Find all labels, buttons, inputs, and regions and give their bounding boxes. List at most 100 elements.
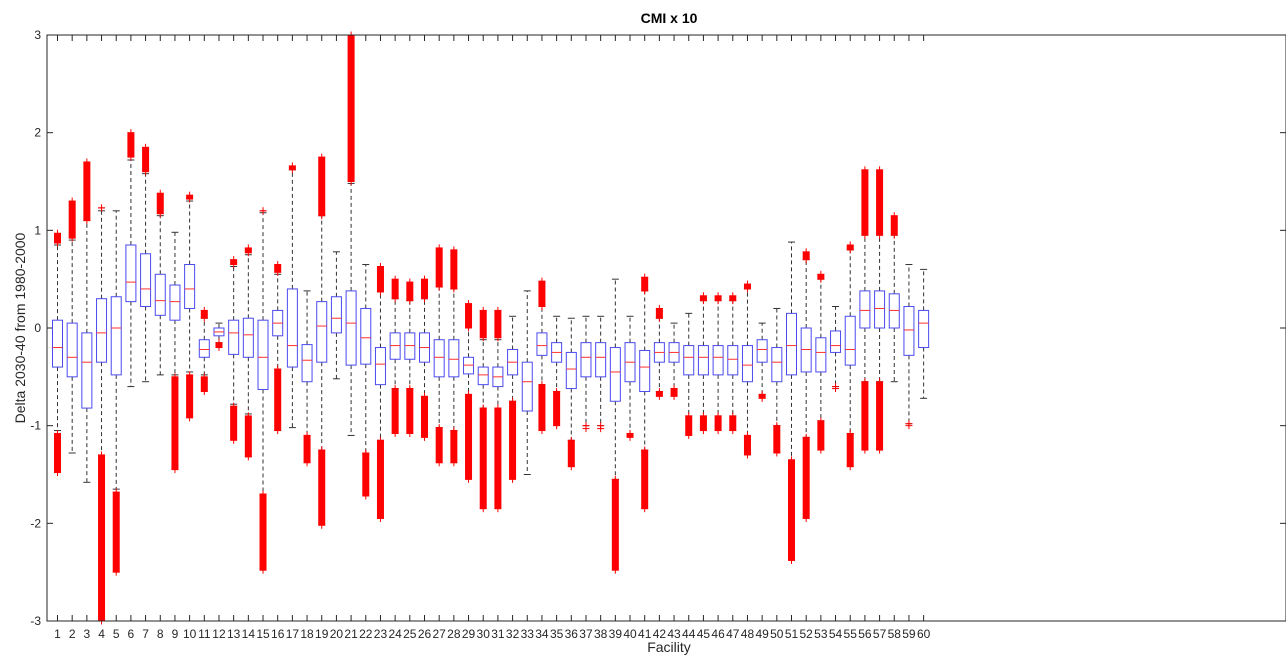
x-tick-label: 8: [157, 627, 164, 641]
box-42: [654, 305, 664, 400]
x-tick-label: 47: [726, 627, 740, 641]
iqr-box: [331, 297, 341, 333]
outliers-low: [113, 492, 120, 572]
iqr-box: [816, 338, 826, 372]
outliers-low: [421, 396, 428, 437]
box-44: [684, 313, 694, 439]
x-tick-label: 23: [374, 627, 388, 641]
box-18: [302, 291, 312, 466]
outliers-low: [876, 382, 883, 450]
iqr-box: [258, 320, 268, 389]
outliers-low: [377, 440, 384, 518]
x-tick-label: 50: [770, 627, 784, 641]
box-41: [640, 274, 650, 512]
x-tick-label: 40: [623, 627, 637, 641]
x-tick-label: 44: [682, 627, 696, 641]
box-60: [919, 269, 929, 398]
x-tick-label: 31: [491, 627, 505, 641]
outliers-low: [362, 453, 369, 496]
outliers-low: [260, 494, 267, 570]
x-tick-label: 46: [711, 627, 725, 641]
x-tick-label: 7: [142, 627, 149, 641]
box-45: [698, 292, 708, 434]
box-50: [772, 308, 782, 456]
iqr-box: [185, 265, 195, 309]
x-tick-label: 3: [84, 627, 91, 641]
iqr-box: [111, 297, 121, 375]
box-16: [273, 261, 283, 434]
box-8: [155, 190, 165, 375]
plot-frame: [47, 35, 1286, 621]
x-tick-label: 53: [814, 627, 828, 641]
x-tick-label: 34: [535, 627, 549, 641]
x-tick-label: 21: [344, 627, 358, 641]
box-12: [214, 323, 224, 351]
outliers-low: [568, 440, 575, 466]
outliers-low: [171, 377, 178, 470]
x-tick-label: 49: [755, 627, 769, 641]
outliers-low: [538, 385, 545, 431]
x-tick-label: 20: [330, 627, 344, 641]
iqr-box: [478, 367, 488, 385]
box-33: [522, 291, 532, 475]
outliers-low: [186, 375, 193, 418]
x-tick-label: 59: [902, 627, 916, 641]
x-tick-label: 37: [579, 627, 593, 641]
box-3: [82, 158, 92, 482]
x-tick-label: 56: [858, 627, 872, 641]
iqr-box: [170, 285, 180, 320]
box-48: [742, 281, 752, 459]
x-tick-label: 33: [521, 627, 535, 641]
x-tick-label: 5: [113, 627, 120, 641]
box-series: [53, 32, 929, 625]
iqr-box: [713, 346, 723, 375]
x-tick-label: 26: [418, 627, 432, 641]
y-tick-label: 3: [34, 28, 41, 42]
iqr-box: [346, 291, 356, 365]
outliers-high: [480, 310, 487, 337]
iqr-box: [53, 320, 63, 367]
box-52: [801, 248, 811, 522]
iqr-box: [67, 323, 77, 377]
box-47: [728, 292, 738, 434]
outliers-low: [847, 433, 854, 466]
box-38: [596, 316, 606, 432]
box-26: [420, 276, 430, 441]
iqr-box: [904, 307, 914, 356]
x-tick-label: 39: [609, 627, 623, 641]
box-54: [831, 307, 841, 393]
x-tick-label: 11: [198, 627, 211, 641]
x-tick-label: 15: [256, 627, 270, 641]
iqr-box: [82, 333, 92, 408]
x-tick-label: 43: [667, 627, 681, 641]
iqr-box: [640, 350, 650, 391]
x-tick-label: 6: [128, 627, 135, 641]
iqr-box: [302, 345, 312, 382]
box-36: [566, 318, 576, 470]
x-tick-label: 2: [69, 627, 76, 641]
iqr-box: [684, 346, 694, 375]
x-tick-label: 35: [550, 627, 564, 641]
box-1: [53, 230, 63, 476]
box-32: [508, 316, 518, 483]
box-6: [126, 129, 136, 386]
outliers-high: [450, 250, 457, 289]
box-27: [434, 244, 444, 466]
x-tick-label: 9: [172, 627, 179, 641]
outliers-low: [318, 450, 325, 525]
iqr-box: [742, 346, 752, 382]
outliers-high: [538, 281, 545, 306]
box-49: [757, 323, 767, 402]
outliers-high: [436, 248, 443, 287]
outliers-high: [348, 35, 355, 182]
box-10: [185, 192, 195, 422]
iqr-box: [845, 316, 855, 365]
box-23: [375, 263, 385, 522]
x-tick-label: 30: [477, 627, 491, 641]
x-tick-label: 13: [227, 627, 241, 641]
outliers-low: [861, 382, 868, 450]
outliers-low: [98, 455, 105, 621]
chart-title: CMI x 10: [641, 10, 698, 26]
outliers-high: [318, 157, 325, 216]
